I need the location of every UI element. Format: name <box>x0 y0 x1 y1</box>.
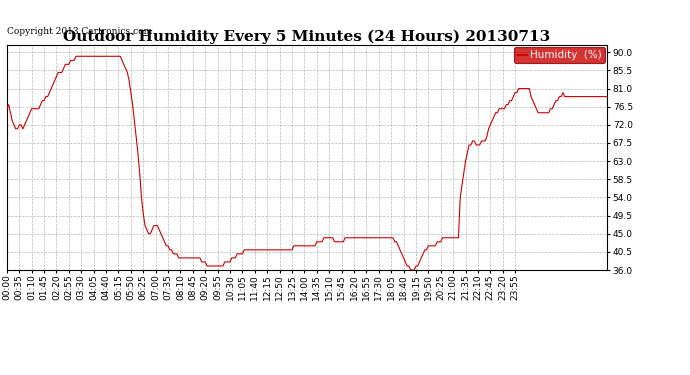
Text: Copyright 2013 Cartronics.com: Copyright 2013 Cartronics.com <box>7 27 152 36</box>
Title: Outdoor Humidity Every 5 Minutes (24 Hours) 20130713: Outdoor Humidity Every 5 Minutes (24 Hou… <box>63 30 551 44</box>
Legend: Humidity  (%): Humidity (%) <box>513 47 605 63</box>
